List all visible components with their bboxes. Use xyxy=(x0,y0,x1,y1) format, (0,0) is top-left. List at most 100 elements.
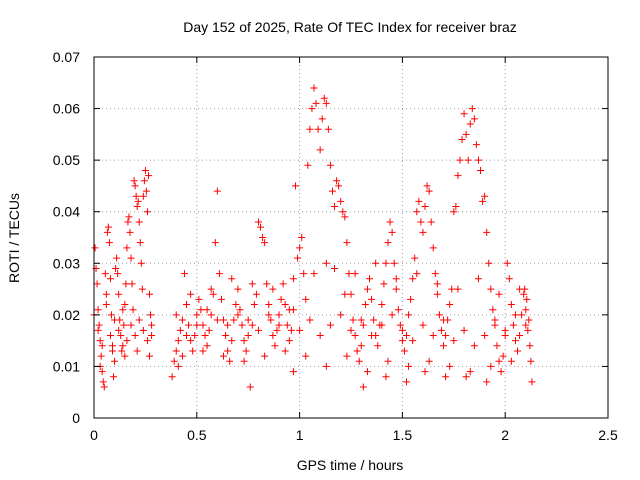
data-point xyxy=(372,259,380,267)
data-point xyxy=(472,141,480,149)
data-point xyxy=(135,218,143,226)
data-point xyxy=(144,172,152,180)
data-point xyxy=(99,378,107,386)
data-point xyxy=(306,316,314,324)
data-point xyxy=(489,306,497,314)
data-point xyxy=(331,203,339,211)
data-point xyxy=(283,321,291,329)
data-point xyxy=(345,270,353,278)
data-point xyxy=(148,331,156,339)
data-point xyxy=(481,331,489,339)
data-point xyxy=(172,311,180,319)
data-point xyxy=(483,378,491,386)
data-point xyxy=(359,383,367,391)
data-point xyxy=(516,285,524,293)
data-point xyxy=(107,311,115,319)
data-point xyxy=(413,270,421,278)
data-point xyxy=(413,208,421,216)
data-point xyxy=(368,331,376,339)
x-axis-label: GPS time / hours xyxy=(297,457,404,473)
data-point xyxy=(403,378,411,386)
data-point xyxy=(240,357,248,365)
data-point xyxy=(474,275,482,283)
data-point xyxy=(133,203,141,211)
data-point xyxy=(183,331,191,339)
data-point xyxy=(388,311,396,319)
data-point xyxy=(398,326,406,334)
data-point xyxy=(101,270,109,278)
data-point xyxy=(474,156,482,164)
data-point xyxy=(103,228,111,236)
data-point xyxy=(257,223,265,231)
data-point xyxy=(117,331,125,339)
data-point xyxy=(246,383,254,391)
data-point xyxy=(511,337,519,345)
data-points xyxy=(90,84,536,391)
y-tick-label: 0 xyxy=(72,410,80,426)
data-point xyxy=(454,285,462,293)
data-point xyxy=(207,311,215,319)
data-point xyxy=(468,105,476,113)
data-point xyxy=(326,321,334,329)
data-point xyxy=(454,172,462,180)
data-point xyxy=(396,321,404,329)
data-point xyxy=(312,99,320,107)
data-point xyxy=(178,352,186,360)
data-point xyxy=(499,352,507,360)
data-point xyxy=(187,290,195,298)
data-point xyxy=(452,203,460,211)
data-point xyxy=(137,259,145,267)
data-point xyxy=(109,342,117,350)
data-point xyxy=(483,228,491,236)
data-point xyxy=(98,342,106,350)
data-point xyxy=(122,280,130,288)
data-point xyxy=(479,197,487,205)
data-point xyxy=(448,285,456,293)
y-tick-label: 0.05 xyxy=(53,152,80,168)
data-point xyxy=(442,331,450,339)
data-point xyxy=(128,280,136,288)
data-point xyxy=(495,290,503,298)
data-point xyxy=(205,326,213,334)
data-point xyxy=(224,321,232,329)
data-point xyxy=(437,326,445,334)
data-point xyxy=(324,125,332,133)
data-point xyxy=(203,342,211,350)
data-point xyxy=(343,352,351,360)
data-point xyxy=(248,321,256,329)
data-point xyxy=(466,368,474,376)
data-point xyxy=(197,306,205,314)
data-point xyxy=(134,197,142,205)
data-point xyxy=(125,213,133,221)
data-point xyxy=(271,342,279,350)
data-point xyxy=(112,264,120,272)
data-point xyxy=(250,301,258,309)
data-point xyxy=(514,347,522,355)
data-point xyxy=(121,352,129,360)
data-point xyxy=(405,311,413,319)
data-point xyxy=(244,331,252,339)
data-point xyxy=(450,208,458,216)
data-point xyxy=(349,316,357,324)
data-point xyxy=(363,368,371,376)
data-point xyxy=(120,321,128,329)
data-point xyxy=(127,254,135,262)
data-point xyxy=(119,306,127,314)
data-point xyxy=(462,130,470,138)
data-point xyxy=(244,316,252,324)
data-point xyxy=(351,331,359,339)
data-point xyxy=(131,331,139,339)
data-point xyxy=(193,311,201,319)
data-point xyxy=(199,321,207,329)
data-point xyxy=(509,321,517,329)
data-point xyxy=(361,301,369,309)
data-point xyxy=(442,373,450,381)
data-point xyxy=(123,337,131,345)
data-point xyxy=(433,280,441,288)
y-tick-label: 0.03 xyxy=(53,255,80,271)
data-point xyxy=(470,115,478,123)
data-point xyxy=(485,259,493,267)
data-point xyxy=(429,331,437,339)
plot-frame xyxy=(93,56,609,419)
data-point xyxy=(147,311,155,319)
